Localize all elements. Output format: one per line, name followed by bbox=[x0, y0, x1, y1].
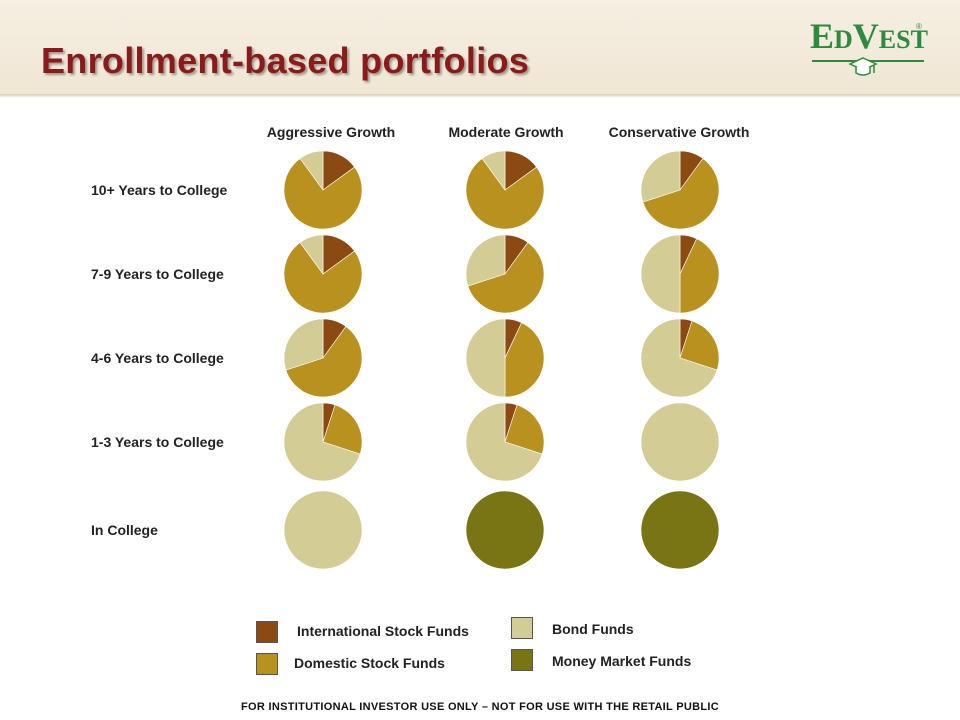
slide-title: Enrollment-based portfolios bbox=[41, 40, 530, 81]
pie-slice-moderate-in-college-money-market bbox=[465, 490, 545, 570]
legend-label-international: International Stock Funds bbox=[297, 623, 469, 639]
disclaimer-footer: FOR INSTITUTIONAL INVESTOR USE ONLY – NO… bbox=[241, 701, 719, 713]
pie-slice-conservative-4-6-bond bbox=[640, 318, 718, 398]
column-header-conservative: Conservative Growth bbox=[608, 124, 750, 140]
pie-slice-aggressive-10-plus-domestic bbox=[283, 158, 363, 230]
pie-slice-aggressive-7-9-domestic bbox=[283, 242, 363, 314]
pie-slice-conservative-in-college-money-market bbox=[640, 490, 720, 570]
pie-slice-moderate-7-9-bond bbox=[465, 234, 506, 287]
pie-slice-aggressive-1-3-domestic bbox=[322, 404, 363, 455]
legend-label-bond: Bond Funds bbox=[552, 621, 634, 637]
row-label-in-college: In College bbox=[91, 522, 158, 538]
graduation-cap-icon bbox=[848, 57, 878, 76]
edvest-logo: EDVEST ® bbox=[810, 16, 928, 76]
pie-slice-moderate-1-3-bond bbox=[465, 402, 543, 482]
pie-slice-moderate-4-6-bond bbox=[465, 318, 506, 398]
pie-slice-aggressive-7-9-bond bbox=[299, 234, 324, 275]
legend-swatch-domestic bbox=[256, 653, 278, 675]
column-header-aggressive: Aggressive Growth bbox=[266, 124, 396, 140]
legend-swatch-international bbox=[256, 621, 278, 643]
pie-slice-aggressive-10-plus-bond bbox=[299, 150, 324, 191]
header-divider bbox=[0, 94, 960, 98]
logo-wordmark: EDVEST bbox=[810, 16, 928, 56]
row-label-10-plus: 10+ Years to College bbox=[91, 182, 228, 198]
pie-slice-aggressive-4-6-bond bbox=[283, 318, 324, 371]
pie-slice-moderate-4-6-domestic bbox=[504, 322, 545, 398]
pie-slice-conservative-10-plus-domestic bbox=[642, 158, 720, 230]
pie-slice-aggressive-in-college-bond bbox=[283, 490, 363, 570]
pie-slice-conservative-10-plus-bond bbox=[640, 150, 681, 203]
row-label-1-3: 1-3 Years to College bbox=[91, 434, 224, 450]
legend-swatch-bond bbox=[511, 617, 533, 639]
pie-slice-conservative-7-9-bond bbox=[640, 234, 681, 314]
pie-slice-aggressive-4-6-domestic bbox=[285, 326, 363, 398]
legend-label-domestic: Domestic Stock Funds bbox=[294, 655, 445, 671]
legend-label-money-market: Money Market Funds bbox=[552, 653, 692, 669]
pie-slice-aggressive-1-3-bond bbox=[283, 402, 361, 482]
pie-slice-conservative-1-3-bond bbox=[640, 402, 720, 482]
column-header-moderate: Moderate Growth bbox=[448, 124, 564, 140]
pie-slice-moderate-7-9-domestic bbox=[467, 242, 545, 314]
row-label-7-9: 7-9 Years to College bbox=[91, 266, 224, 282]
pie-slice-conservative-7-9-domestic bbox=[679, 238, 720, 314]
pie-slice-moderate-10-plus-bond bbox=[481, 150, 506, 191]
pie-slice-moderate-1-3-domestic bbox=[504, 404, 545, 455]
slide-header bbox=[0, 0, 960, 96]
pie-slice-conservative-4-6-domestic bbox=[679, 320, 720, 371]
row-label-4-6: 4-6 Years to College bbox=[91, 350, 224, 366]
legend-swatch-money-market bbox=[511, 649, 533, 671]
logo-registered-mark: ® bbox=[916, 22, 922, 31]
pie-slice-moderate-10-plus-domestic bbox=[465, 158, 545, 230]
